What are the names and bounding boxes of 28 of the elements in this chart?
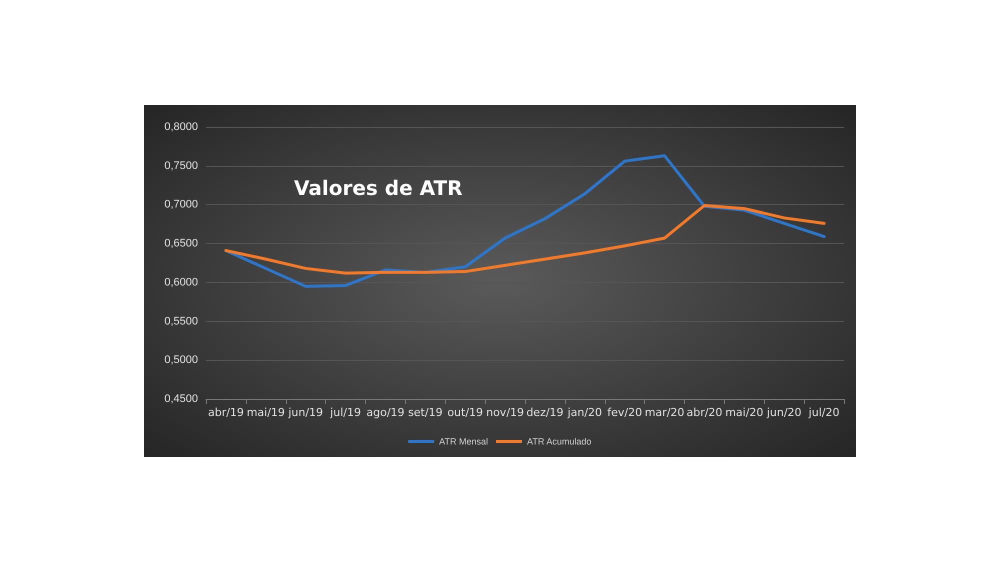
- x-tick-label: abr/19: [208, 406, 244, 418]
- x-tick-label: mai/20: [725, 406, 764, 418]
- x-tick-label: jan/20: [566, 406, 602, 418]
- y-tick-label: 0,8000: [164, 120, 198, 132]
- x-tick-label: jun/19: [287, 406, 324, 418]
- y-tick-label: 0,5000: [164, 354, 198, 366]
- x-tick-label: abr/20: [686, 406, 722, 418]
- legend-label: ATR Acumulado: [526, 436, 592, 446]
- y-tick-label: 0,6000: [164, 276, 198, 288]
- y-tick-label: 0,6500: [164, 237, 198, 250]
- x-tick-label: ago/19: [366, 406, 405, 418]
- line-series: [224, 203, 826, 274]
- x-tick-label: out/19: [447, 406, 484, 418]
- x-tick-label: fev/20: [607, 406, 642, 418]
- y-tick-label: 0,5500: [164, 314, 198, 327]
- x-tick-label: jul/20: [808, 406, 840, 418]
- x-tick-label: jul/19: [329, 406, 361, 418]
- y-tick-label: 0,7500: [164, 159, 198, 172]
- text: Valores de ATR: [294, 176, 463, 200]
- legend-label: ATR Mensal: [439, 436, 488, 446]
- x-tick-label: jun/20: [766, 406, 802, 418]
- x-tick-label: dez/19: [526, 406, 564, 418]
- y-tick-label: 0,4500: [164, 392, 198, 404]
- x-tick-label: mai/19: [246, 406, 285, 418]
- y-tick-label: 0,7000: [164, 198, 198, 210]
- x-tick-label: set/19: [408, 406, 443, 418]
- x-tick-label: nov/19: [486, 406, 524, 418]
- x-tick-label: mar/20: [644, 406, 684, 418]
